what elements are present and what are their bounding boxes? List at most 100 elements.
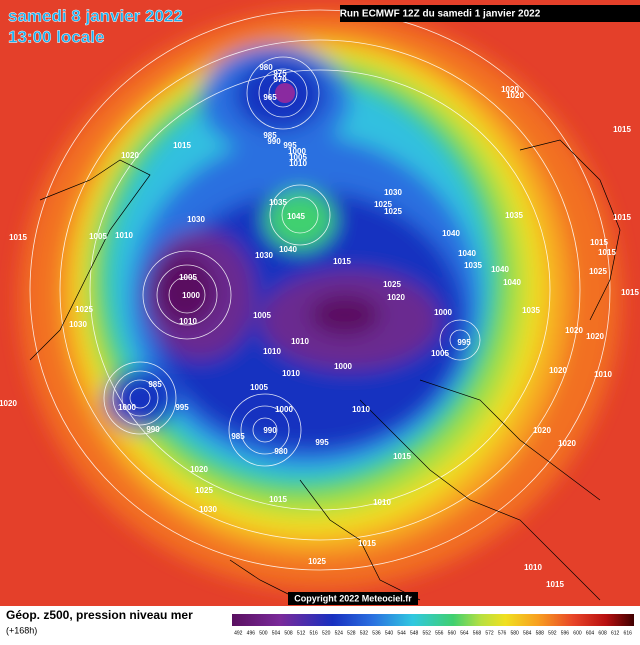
scale-label: 612 (611, 630, 620, 636)
isobar-label: 1000 (434, 308, 452, 317)
isobar-label: 995 (283, 141, 297, 150)
isobar-label: 990 (146, 425, 160, 434)
time: 13:00 locale (8, 27, 104, 46)
isobar-label: 1015 (9, 233, 27, 242)
isobar-label: 1010 (282, 369, 300, 378)
isobar-label: 990 (263, 426, 277, 435)
scale-label: 552 (423, 630, 432, 636)
scale-label: 604 (586, 630, 595, 636)
copyright-box (288, 592, 418, 605)
isobar-label: 1000 (288, 147, 306, 156)
scale-label: 600 (573, 630, 582, 636)
isobar-label: 1040 (279, 245, 297, 254)
scale-label: 596 (561, 630, 570, 636)
isobar-label: 1020 (501, 85, 519, 94)
isobar-label: 1025 (383, 280, 401, 289)
isobar-label: 1020 (0, 399, 17, 408)
isobar-label: 965 (263, 93, 277, 102)
isobar-label: 1025 (75, 305, 93, 314)
isobar-label: 1020 (506, 91, 524, 100)
isobar-label: 1010 (263, 347, 281, 356)
isobar-label: 1030 (69, 320, 87, 329)
isobar-label: 1035 (269, 198, 287, 207)
scale-label: 564 (460, 630, 469, 636)
isobar-label: 1015 (613, 213, 631, 222)
scale-label: 608 (598, 630, 607, 636)
scale-label: 556 (435, 630, 444, 636)
isobar-label: 1040 (503, 278, 521, 287)
isobar-label: 1015 (546, 580, 564, 589)
color-scale (232, 614, 634, 626)
isobar-label: 1035 (464, 261, 482, 270)
isobar-label: 1030 (255, 251, 273, 260)
scale-label: 616 (624, 630, 633, 636)
scale-label: 580 (510, 630, 519, 636)
isobar-label: 1015 (613, 125, 631, 134)
isobar-label: 980 (259, 63, 273, 72)
isobar-label: 1015 (333, 257, 351, 266)
scale-labels: 492 496 500 504 508 512 516 520 524 528 532 536 540 5… (234, 630, 632, 636)
isobar-label: 1000 (182, 291, 200, 300)
isobar-label: 1005 (289, 153, 307, 162)
date: samedi 8 janvier 2022 (8, 6, 183, 25)
isobar-label: 1030 (384, 188, 402, 197)
isobar-label: 1035 (505, 211, 523, 220)
scale-label: 548 (410, 630, 419, 636)
isobar-label: 1040 (442, 229, 460, 238)
isobar-label: 1020 (558, 439, 576, 448)
scale-label: 500 (259, 630, 268, 636)
isobar-label: 1040 (458, 249, 476, 258)
isobar-label: 1020 (121, 151, 139, 160)
scale-label: 588 (536, 630, 545, 636)
isobar-label: 1025 (308, 557, 326, 566)
isobar-label: 1025 (195, 486, 213, 495)
scale-label: 572 (485, 630, 494, 636)
isobar-label: 1010 (291, 337, 309, 346)
scale-label: 592 (548, 630, 557, 636)
isobar-label: 1015 (269, 495, 287, 504)
isobar-label: 1015 (598, 248, 616, 257)
isobar-label: 985 (231, 432, 245, 441)
isobar-label: 975 (273, 69, 287, 78)
isobar-label: 995 (457, 338, 471, 347)
scale-label: 524 (335, 630, 344, 636)
scale-label: 576 (498, 630, 507, 636)
isobar-label: 985 (263, 131, 277, 140)
isobar-label: 1020 (190, 465, 208, 474)
scale-label: 496 (247, 630, 256, 636)
scale-label: 508 (284, 630, 293, 636)
scale-label: 568 (473, 630, 482, 636)
footer-label: Géop. z500, pression niveau mer (6, 608, 193, 622)
isobar-label: 1020 (549, 366, 567, 375)
scale-label: 540 (385, 630, 394, 636)
isobar-label: 985 (148, 380, 162, 389)
isobar-label: 1015 (590, 238, 608, 247)
isobar-label: 1010 (373, 498, 391, 507)
isobar-label: 1010 (115, 231, 133, 240)
isobar-label: 995 (315, 438, 329, 447)
isobar-label: 995 (175, 403, 189, 412)
scale-label: 528 (347, 630, 356, 636)
isobar-label: 1005 (250, 383, 268, 392)
scale-label: 536 (372, 630, 381, 636)
isobar-label: 1010 (289, 159, 307, 168)
isobar-label: 1005 (431, 349, 449, 358)
isobar-label: 1045 (287, 212, 305, 221)
isobar-label: 1015 (173, 141, 191, 150)
isobar-label: 1015 (358, 539, 376, 548)
scale-label: 520 (322, 630, 331, 636)
run-box (340, 5, 640, 22)
isobar-label: 1020 (586, 332, 604, 341)
field (0, 0, 640, 606)
isobar-label: 1010 (524, 563, 542, 572)
isobar-label: 1035 (522, 306, 540, 315)
scale-label: 492 (234, 630, 243, 636)
isobar-label: 980 (274, 447, 288, 456)
run-info: Run ECMWF 12Z du samedi 1 janvier 2022 (340, 9, 541, 20)
isobar-label: 1010 (352, 405, 370, 414)
copyright: Copyright 2022 Meteociel.fr (294, 593, 412, 603)
isobar-label: 1005 (253, 311, 271, 320)
isobar-label: 1010 (179, 317, 197, 326)
